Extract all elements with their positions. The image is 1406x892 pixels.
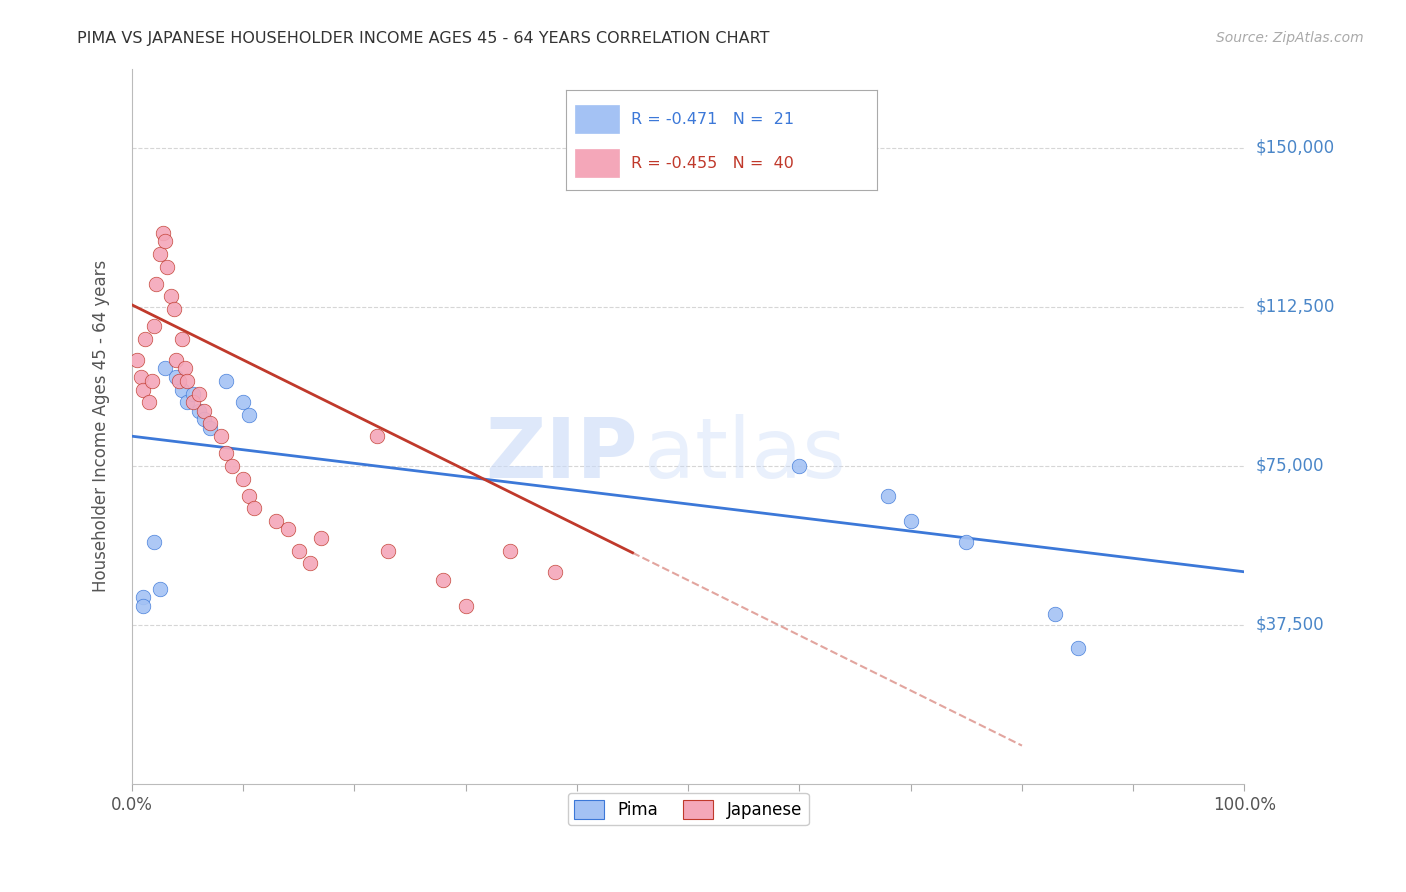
Point (129, 369, 152, 384)
Point (134, 332, 156, 346)
Point (187, 403, 209, 417)
Point (1045, 607, 1067, 622)
Point (499, 543, 522, 558)
Point (377, 543, 399, 558)
Point (152, 226, 174, 240)
Point (193, 403, 215, 417)
Point (232, 472, 254, 486)
Point (181, 386, 204, 401)
Point (132, 383, 155, 397)
Point (156, 260, 179, 274)
Point (277, 523, 299, 537)
Point (187, 386, 209, 401)
Point (232, 395, 254, 409)
Point (543, 565, 565, 579)
Point (143, 535, 166, 549)
Point (176, 395, 198, 409)
Point (221, 458, 243, 473)
Point (170, 332, 193, 346)
Text: $75,000: $75,000 (1256, 457, 1324, 475)
Point (209, 429, 232, 443)
Point (145, 277, 167, 291)
Point (1066, 641, 1088, 656)
Point (176, 374, 198, 388)
Point (266, 514, 288, 528)
Text: $37,500: $37,500 (1256, 615, 1324, 634)
Point (141, 374, 163, 388)
Point (243, 501, 266, 516)
Point (174, 361, 197, 376)
Point (955, 535, 977, 549)
Point (789, 458, 811, 473)
Point (309, 531, 332, 545)
Point (159, 289, 181, 303)
Y-axis label: Householder Income Ages 45 - 64 years: Householder Income Ages 45 - 64 years (93, 260, 110, 592)
Point (165, 369, 187, 384)
Point (181, 395, 204, 409)
Point (432, 574, 454, 588)
Point (143, 318, 166, 333)
Point (215, 446, 238, 460)
Point (170, 383, 193, 397)
Point (132, 591, 155, 605)
Point (155, 361, 177, 376)
Point (127, 352, 149, 367)
Legend: Pima, Japanese: Pima, Japanese (568, 793, 808, 825)
Point (163, 301, 186, 316)
Point (900, 514, 922, 528)
Point (155, 234, 177, 248)
Point (149, 247, 172, 261)
Point (149, 582, 172, 596)
Point (167, 374, 190, 388)
Point (238, 489, 260, 503)
Point (198, 421, 221, 435)
Point (877, 489, 900, 503)
Point (366, 429, 388, 443)
Point (138, 395, 160, 409)
Text: Source: ZipAtlas.com: Source: ZipAtlas.com (1216, 31, 1364, 45)
Text: $150,000: $150,000 (1256, 139, 1334, 157)
Point (132, 599, 155, 613)
Point (454, 599, 477, 613)
Point (165, 352, 187, 367)
Point (215, 374, 238, 388)
Text: atlas: atlas (644, 414, 845, 495)
Text: $112,500: $112,500 (1256, 298, 1334, 316)
Point (198, 417, 221, 431)
Point (298, 557, 321, 571)
Text: PIMA VS JAPANESE HOUSEHOLDER INCOME AGES 45 - 64 YEARS CORRELATION CHART: PIMA VS JAPANESE HOUSEHOLDER INCOME AGES… (77, 31, 770, 46)
Point (193, 412, 215, 426)
Text: ZIP: ZIP (485, 414, 638, 495)
Point (287, 543, 309, 558)
Point (238, 408, 260, 422)
